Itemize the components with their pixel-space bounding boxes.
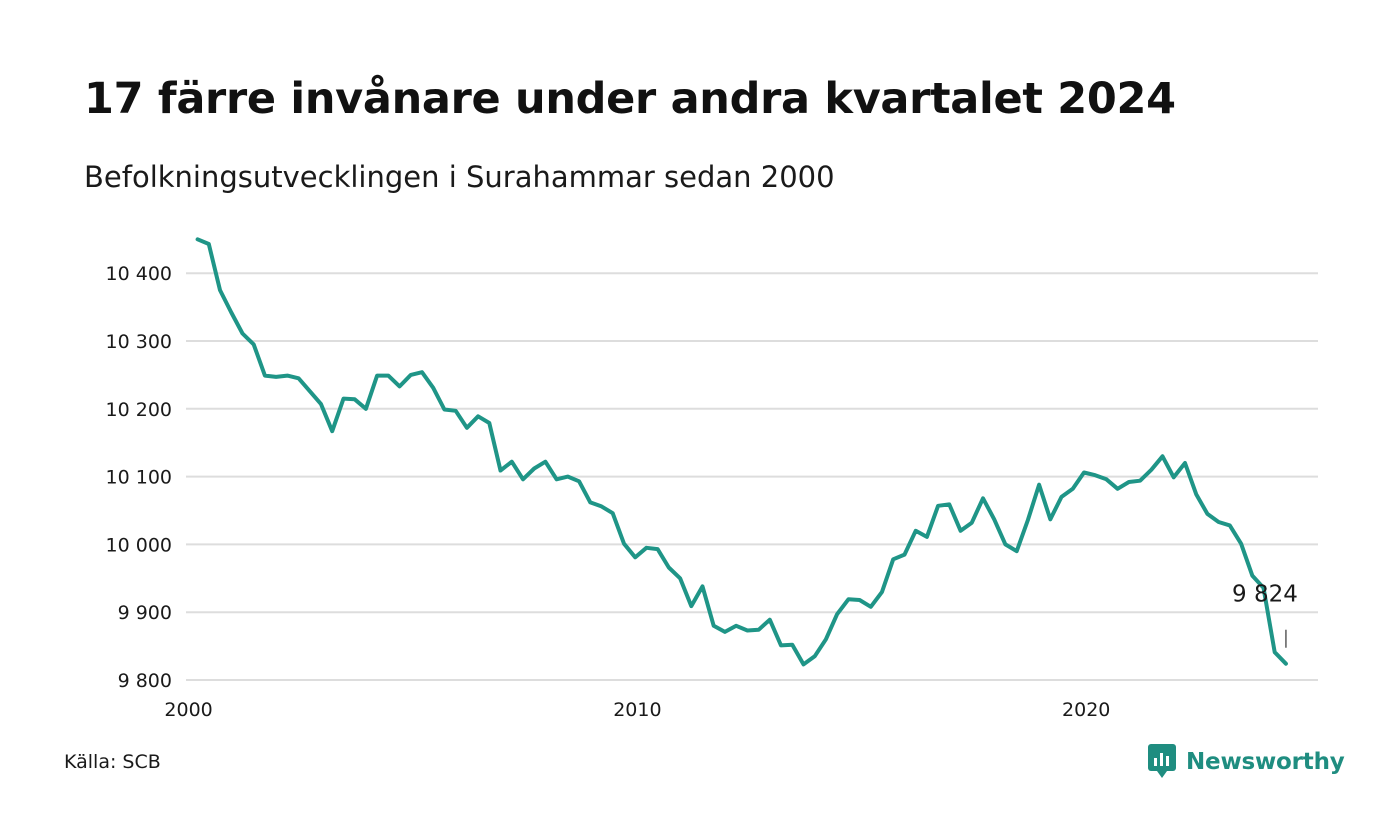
- y-tick-label: 10 400: [106, 263, 172, 285]
- chart-title: 17 färre invånare under andra kvartalet …: [84, 74, 1176, 124]
- newsworthy-chart-icon: [1148, 744, 1176, 778]
- y-tick-label: 10 300: [106, 331, 172, 353]
- x-axis-labels: 2000 2010 2020: [164, 699, 1110, 721]
- source-note: Källa: SCB: [64, 751, 161, 773]
- y-tick-label: 10 000: [106, 534, 172, 556]
- gridlines: [186, 272, 1318, 681]
- y-tick-label: 9 900: [118, 602, 172, 624]
- x-tick-label: 2020: [1062, 699, 1110, 721]
- brand-name: Newsworthy: [1186, 749, 1345, 775]
- end-value-label: 9 824: [1232, 582, 1298, 608]
- y-tick-label: 10 200: [106, 399, 172, 421]
- y-axis-labels: 9 800 9 900 10 000 10 100 10 200 10 300 10 400: [106, 263, 172, 692]
- y-tick-label: 9 800: [118, 670, 172, 692]
- chart-subtitle: Befolkningsutvecklingen i Surahammar sed…: [84, 160, 835, 194]
- y-tick-label: 10 100: [106, 467, 172, 489]
- x-tick-label: 2010: [613, 699, 661, 721]
- population-line: [195, 237, 1288, 667]
- newsworthy-logo: Newsworthy: [1148, 744, 1345, 780]
- x-tick-label: 2000: [164, 699, 212, 721]
